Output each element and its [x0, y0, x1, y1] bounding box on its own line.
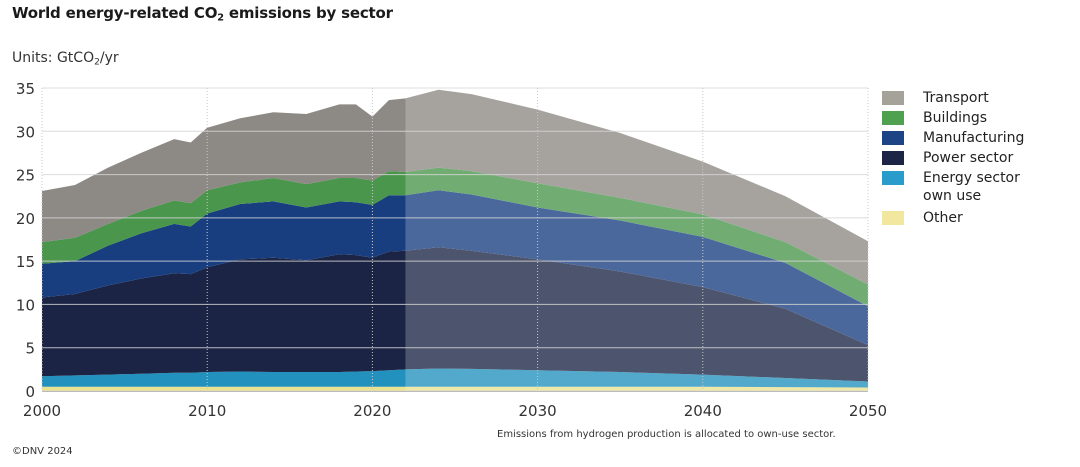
units-subscript: 2	[94, 57, 100, 68]
legend-item: Energy sector own use	[882, 169, 1053, 209]
y-tick-label: 35	[16, 80, 35, 98]
title-text-end: emissions by sector	[223, 4, 393, 22]
footnote: Emissions from hydrogen production is al…	[497, 429, 836, 440]
x-tick-label: 2020	[353, 402, 391, 420]
x-tick-label: 2040	[684, 402, 722, 420]
area-energy-sector-own-use	[42, 368, 868, 388]
legend-swatch	[882, 111, 904, 125]
y-tick-label: 15	[16, 253, 35, 271]
units-text-end: /yr	[99, 50, 119, 66]
x-tick-label: 2050	[849, 402, 887, 420]
y-tick-label: 0	[25, 383, 35, 401]
legend-swatch	[882, 131, 904, 145]
x-tick-label: 2000	[23, 402, 61, 420]
units-label: Units: GtCO2/yr	[12, 50, 119, 67]
legend-label: Transport	[923, 90, 989, 106]
area-manufacturing	[42, 190, 868, 346]
x-tick-label: 2010	[188, 402, 226, 420]
legend-item: Manufacturing	[882, 129, 1053, 149]
legend-swatch	[882, 211, 904, 225]
title-text: World energy-related CO	[12, 4, 218, 22]
legend: Transport Buildings Manufacturing Power sec…	[882, 89, 1053, 229]
legend-item: Other	[882, 209, 1053, 229]
y-tick-label: 20	[16, 210, 35, 228]
legend-item: Transport	[882, 89, 1053, 109]
area-buildings	[42, 167, 868, 307]
x-tick-label: 2030	[519, 402, 557, 420]
copyright: ©DNV 2024	[12, 446, 73, 457]
y-tick-label: 10	[16, 296, 35, 314]
y-tick-label: 25	[16, 167, 35, 185]
legend-label: Other	[923, 210, 963, 226]
title-subscript: 2	[217, 12, 224, 24]
area-transport	[42, 89, 868, 285]
legend-label: Manufacturing	[923, 130, 1025, 146]
projection-overlay	[405, 84, 868, 391]
legend-swatch	[882, 171, 904, 185]
legend-item: Power sector	[882, 149, 1053, 169]
legend-item: Buildings	[882, 109, 1053, 129]
legend-label: Energy sector own use	[923, 170, 1020, 204]
y-tick-label: 5	[25, 340, 35, 358]
legend-swatch	[882, 151, 904, 165]
legend-swatch	[882, 91, 904, 105]
y-tick-label: 30	[16, 123, 35, 141]
legend-label: Buildings	[923, 110, 988, 126]
legend-label: Power sector	[923, 150, 1014, 166]
units-text: Units: GtCO	[12, 50, 95, 66]
area-other	[42, 386, 868, 391]
chart-title: World energy-related CO2 emissions by se…	[12, 4, 393, 23]
